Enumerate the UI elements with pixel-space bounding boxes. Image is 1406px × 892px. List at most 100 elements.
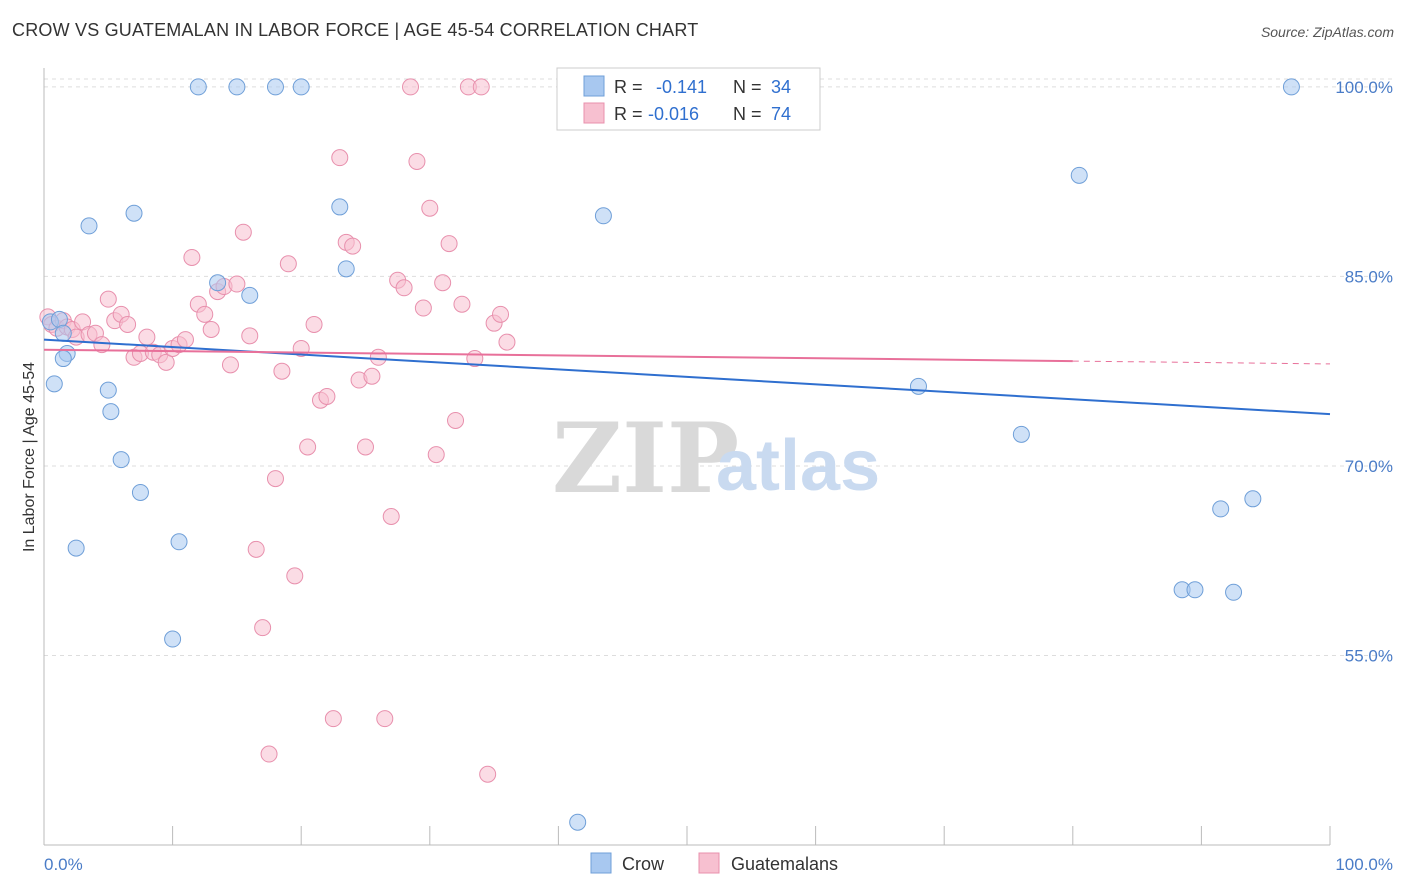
guatemalans-point <box>344 237 362 255</box>
guatemalans-point <box>99 290 117 308</box>
guatemalans-point <box>247 540 265 558</box>
bottom-legend-swatch-crow <box>590 852 612 874</box>
watermark-zip: ZIP <box>552 402 739 515</box>
crow-point <box>241 286 259 304</box>
guatemalans-point <box>196 305 214 323</box>
guatemalans-point <box>498 333 516 351</box>
guatemalans-point <box>183 248 201 266</box>
guatemalans-point <box>286 567 304 585</box>
guatemalans-point <box>279 255 297 273</box>
guatemalans-point <box>402 78 420 96</box>
guatemalans-point <box>266 470 284 488</box>
guatemalans-point <box>93 336 111 354</box>
guatemalans-point <box>440 235 458 253</box>
guatemalans-point <box>138 328 156 346</box>
legend-r-label-crow: R = <box>614 77 643 97</box>
guatemalans-point <box>254 619 272 637</box>
guatemalans-point <box>157 353 175 371</box>
crow-point <box>102 403 120 421</box>
guatemalans-point <box>395 279 413 297</box>
guatemalans-point <box>273 362 291 380</box>
guatemalans-point <box>421 199 439 217</box>
guatemalans-point <box>376 710 394 728</box>
grid-lines <box>44 78 1393 656</box>
legend-n-label-crow: N = <box>733 77 762 97</box>
guatemalans-trend-extension <box>1072 360 1331 365</box>
crow-point <box>54 324 72 342</box>
guatemalans-point <box>357 438 374 456</box>
y-tick-labels: 55.0% 70.0% 85.0% 100.0% <box>1335 78 1393 666</box>
guatemalans-point <box>369 348 387 366</box>
crow-point <box>80 217 98 235</box>
crow-point <box>164 630 182 648</box>
y-tick-label: 55.0% <box>1345 646 1393 665</box>
legend-r-value-guatemalans: -0.016 <box>648 104 699 124</box>
bottom-legend: Crow Guatemalans <box>590 852 838 874</box>
guatemalans-point <box>363 367 381 385</box>
y-tick-label: 70.0% <box>1345 457 1393 476</box>
crow-point <box>189 78 207 96</box>
crow-point <box>337 260 355 278</box>
guatemalans-point <box>324 710 342 728</box>
crow-point <box>228 78 246 96</box>
guatemalans-point <box>472 78 490 96</box>
guatemalans-point <box>434 274 452 292</box>
y-axis-title: In Labor Force | Age 45-54 <box>21 362 38 552</box>
chart-title: CROW VS GUATEMALAN IN LABOR FORCE | AGE … <box>12 20 699 40</box>
crow-point <box>1012 425 1030 443</box>
legend-n-value-crow: 34 <box>771 77 791 97</box>
crow-point <box>331 198 349 216</box>
crow-point <box>292 78 310 96</box>
guatemalans-point <box>305 315 323 333</box>
guatemalans-point <box>414 299 432 317</box>
crow-point <box>1212 500 1230 518</box>
crow-point <box>1244 490 1262 508</box>
bottom-legend-swatch-guatemalans <box>698 852 720 874</box>
x-tick-label-min: 0.0% <box>44 855 83 874</box>
legend-r-value-crow: -0.141 <box>656 77 707 97</box>
crow-point <box>45 375 63 393</box>
y-tick-label: 85.0% <box>1345 267 1393 286</box>
guatemalans-point <box>228 275 246 293</box>
stats-legend: R = -0.141 N = 34 R = -0.016 N = 74 <box>556 67 821 131</box>
legend-swatch-crow <box>583 75 605 97</box>
crow-point <box>99 381 117 399</box>
guatemalans-point <box>176 331 194 349</box>
x-axis-ticks <box>172 826 1331 845</box>
guatemalans-point <box>427 446 445 464</box>
y-tick-label: 100.0% <box>1335 78 1393 97</box>
source-label: Source: ZipAtlas.com <box>1260 24 1394 40</box>
crow-point <box>266 78 284 96</box>
crow-point <box>209 274 227 292</box>
guatemalans-point <box>202 320 220 338</box>
legend-n-value-guatemalans: 74 <box>771 104 791 124</box>
guatemalans-point <box>447 411 465 429</box>
crow-point <box>170 533 188 551</box>
crow-point <box>67 539 85 557</box>
guatemalans-point <box>221 356 239 374</box>
guatemalans-point <box>408 152 426 170</box>
trend-lines <box>43 338 1331 416</box>
x-tick-label-max: 100.0% <box>1335 855 1393 874</box>
crow-points <box>41 78 1300 831</box>
guatemalans-point <box>241 327 259 345</box>
crow-point <box>594 207 612 225</box>
crow-point <box>1186 581 1204 599</box>
legend-r-label-guatemalans: R = <box>614 104 643 124</box>
guatemalans-point <box>382 507 400 525</box>
crow-point <box>1070 166 1088 184</box>
crow-point <box>909 377 927 395</box>
guatemalans-point <box>234 223 252 241</box>
crow-point <box>125 204 143 222</box>
guatemalans-point <box>492 305 510 323</box>
guatemalans-point <box>119 315 137 333</box>
crow-point <box>1225 583 1243 601</box>
guatemalans-trend-line <box>43 348 1073 363</box>
bottom-legend-label-crow: Crow <box>622 854 665 874</box>
crow-point <box>1282 78 1300 96</box>
legend-swatch-guatemalans <box>583 102 605 124</box>
watermark-atlas: atlas <box>716 426 880 506</box>
crow-point <box>131 483 149 501</box>
guatemalans-point <box>479 765 497 783</box>
